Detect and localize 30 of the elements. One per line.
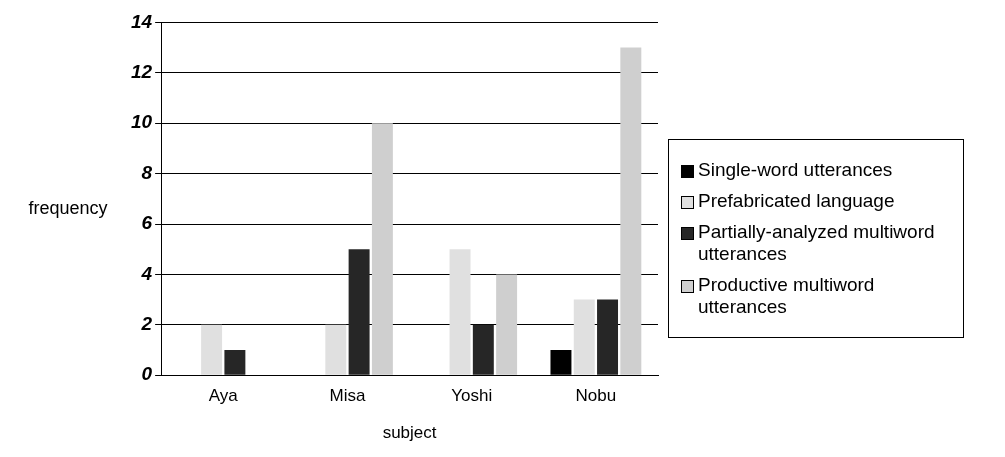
legend-label: Partially-analyzed multiword utterances [698, 220, 936, 265]
y-tick-label: 0 [141, 363, 153, 385]
bar [573, 299, 595, 375]
legend-label: Prefabricated language [698, 189, 895, 212]
bar [348, 249, 370, 375]
x-tick-label: Nobu [575, 386, 617, 406]
x-tick-label: Misa [329, 386, 366, 406]
legend-label: Productive multiword utterances [698, 273, 876, 318]
y-tick-label: 12 [130, 61, 153, 83]
bar [325, 324, 347, 375]
x-tick-label: Yoshi [451, 386, 493, 406]
y-axis-title: frequency [27, 197, 109, 219]
y-tick-label: 10 [130, 111, 153, 133]
bar [496, 274, 518, 375]
y-tick-label: 2 [140, 313, 153, 335]
x-axis-title: subject [382, 423, 437, 443]
bar [449, 249, 471, 375]
bar [224, 350, 246, 375]
y-tick-label: 4 [140, 262, 153, 284]
y-tick-label: 6 [141, 212, 153, 234]
bar [201, 324, 223, 375]
bar [550, 350, 572, 375]
bar [371, 123, 393, 375]
x-tick-label: Aya [208, 386, 239, 406]
y-tick-label: 14 [130, 10, 153, 32]
bar [472, 324, 494, 375]
y-tick-label: 8 [141, 161, 153, 183]
legend-label: Single-word utterances [698, 158, 893, 181]
bar [597, 299, 619, 375]
bar [620, 47, 642, 375]
